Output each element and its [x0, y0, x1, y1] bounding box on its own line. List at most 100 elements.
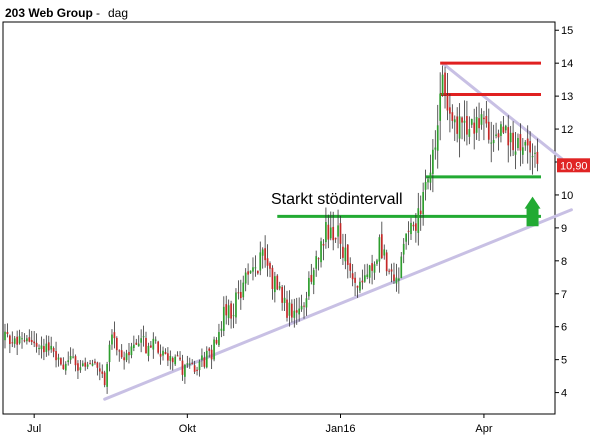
candle-up	[274, 276, 276, 293]
candle-up	[227, 305, 230, 319]
candle-up	[67, 360, 70, 363]
candle-up	[205, 350, 208, 368]
candle-down	[317, 258, 320, 260]
candle-down	[135, 342, 138, 345]
candle-up	[315, 256, 318, 269]
trendline-falling	[441, 61, 564, 161]
candle-up	[463, 120, 466, 123]
candle-up	[509, 132, 512, 143]
candle-up	[213, 339, 215, 360]
candle-down	[167, 353, 169, 361]
candle-down	[96, 362, 99, 368]
candle-down	[123, 357, 125, 361]
candle-up	[91, 363, 94, 366]
candle-up	[429, 172, 432, 183]
candle-up	[283, 297, 286, 303]
candle-up	[4, 331, 6, 341]
candle-up	[169, 355, 172, 361]
candle-up	[359, 281, 361, 291]
candle-down	[456, 116, 459, 134]
candle-up	[111, 334, 113, 345]
candle-down	[327, 224, 330, 240]
candle-down	[159, 353, 162, 357]
candle-up	[132, 344, 135, 349]
candle-up	[368, 265, 371, 278]
y-tick-label: 4	[561, 388, 567, 400]
candle-up	[147, 345, 150, 356]
candle-down	[113, 332, 116, 339]
candle-up	[152, 338, 155, 350]
y-tick-label: 15	[561, 25, 573, 37]
candle-up	[410, 222, 412, 235]
candle-down	[179, 357, 181, 360]
candle-up	[198, 361, 201, 371]
candle-down	[43, 346, 45, 353]
candle-up	[470, 118, 473, 125]
candle-down	[101, 371, 104, 374]
candle-down	[322, 243, 325, 246]
candle-up	[475, 117, 478, 133]
candle-up	[366, 274, 369, 277]
y-tick-label: 8	[561, 256, 567, 268]
candle-up	[125, 353, 128, 361]
candle-down	[478, 118, 480, 129]
candle-down	[89, 363, 91, 365]
candle-down	[6, 332, 9, 335]
candle-down	[247, 271, 249, 275]
candle-down	[115, 337, 118, 351]
candle-up	[154, 339, 157, 341]
candle-up	[524, 141, 527, 146]
candle-down	[303, 305, 305, 307]
candle-up	[458, 116, 461, 139]
candle-up	[405, 233, 407, 242]
candle-up	[417, 208, 420, 233]
candle-down	[203, 357, 206, 367]
candle-up	[242, 282, 245, 298]
candle-up	[432, 149, 434, 174]
candle-up	[38, 348, 40, 350]
candle-up	[64, 363, 67, 371]
candle-down	[449, 107, 451, 114]
y-tick-label: 10	[561, 190, 573, 202]
candle-down	[176, 355, 179, 357]
candle-up	[395, 277, 398, 284]
candle-up	[18, 336, 21, 344]
candle-down	[16, 336, 19, 345]
candle-down	[23, 340, 26, 342]
candle-up	[201, 355, 203, 361]
candle-down	[74, 356, 77, 366]
candle-down	[9, 335, 11, 344]
candle-down	[30, 339, 33, 342]
candle-down	[47, 342, 50, 351]
candle-down	[237, 292, 240, 294]
candle-up	[288, 302, 291, 316]
candle-up	[142, 336, 145, 338]
candle-up	[50, 345, 53, 350]
candle-down	[181, 360, 184, 375]
candle-up	[254, 267, 257, 269]
candle-up	[244, 272, 247, 284]
candle-down	[55, 351, 57, 361]
candle-up	[13, 338, 16, 344]
candle-down	[35, 342, 38, 347]
candle-down	[412, 224, 415, 227]
candle-down	[271, 267, 274, 290]
candle-down	[497, 133, 500, 138]
candle-up	[308, 277, 310, 297]
candle-down	[94, 361, 96, 364]
x-tick-label: Apr	[475, 423, 492, 435]
candle-up	[363, 275, 366, 282]
candle-down	[388, 270, 390, 272]
chart-title-name: 203 Web Group	[5, 6, 93, 20]
candle-up	[40, 345, 43, 350]
y-tick-label: 5	[561, 355, 567, 367]
candle-down	[128, 351, 130, 356]
candle-up	[434, 147, 437, 150]
candle-up	[259, 252, 262, 271]
candle-up	[436, 125, 439, 151]
candle-up	[186, 363, 189, 365]
candle-up	[220, 328, 223, 331]
candle-up	[320, 241, 322, 263]
candle-up	[504, 125, 507, 131]
